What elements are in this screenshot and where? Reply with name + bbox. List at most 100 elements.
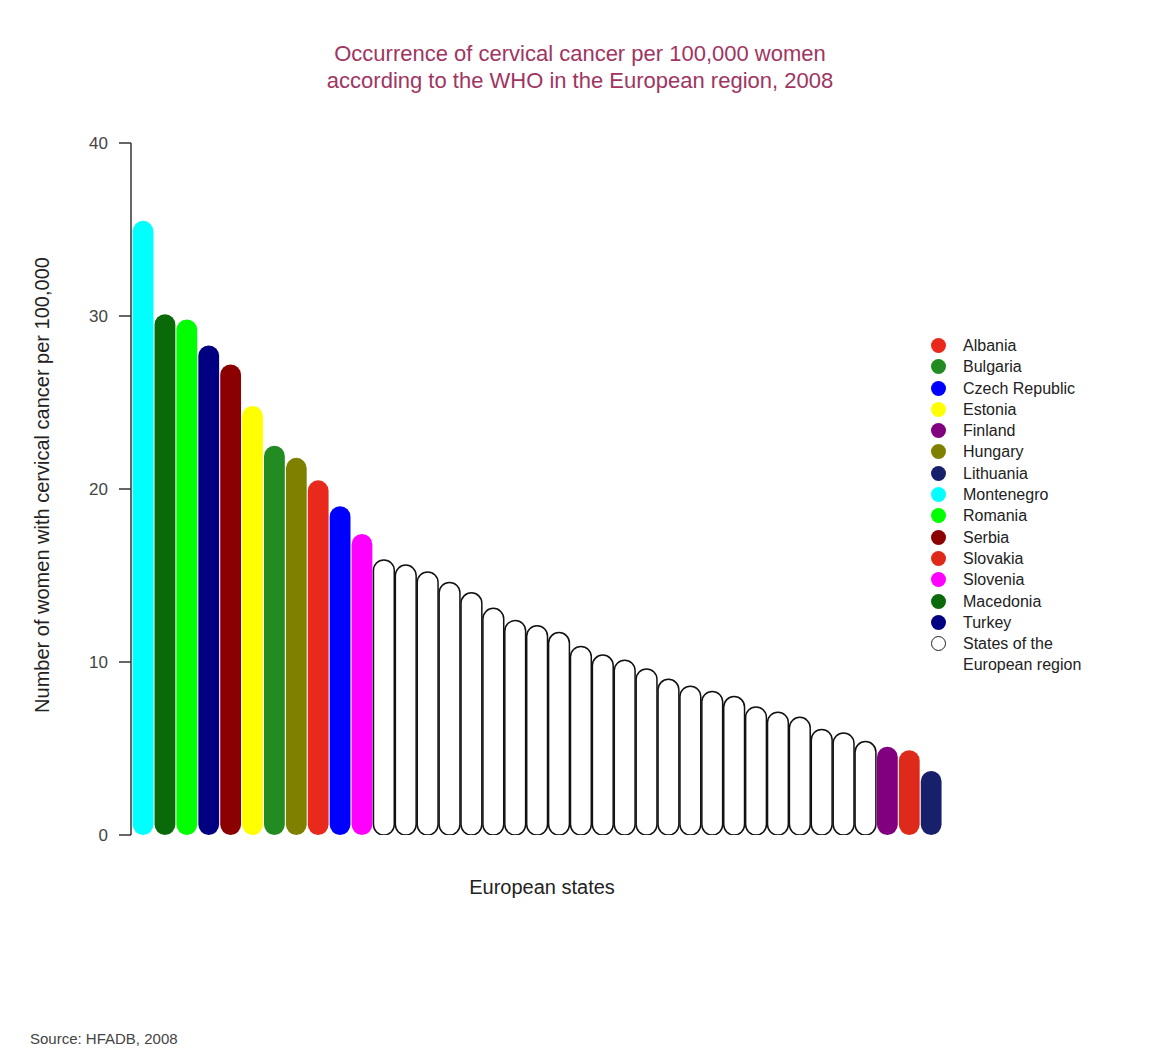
- bars: [133, 221, 942, 835]
- y-axis-label: Number of women with cervical cancer per…: [31, 257, 53, 713]
- legend-label: Hungary: [963, 441, 1088, 462]
- legend-marker: [931, 530, 946, 545]
- bar: [702, 691, 723, 835]
- bar: [264, 446, 285, 835]
- legend-entry: Lithuania: [931, 463, 1088, 484]
- legend-label: Slovakia: [963, 548, 1088, 569]
- bar: [483, 608, 504, 835]
- legend-marker: [931, 381, 946, 396]
- legend-marker: [931, 636, 946, 651]
- legend-marker: [931, 444, 946, 459]
- y-tick-label: 0: [99, 826, 108, 845]
- bar: [899, 750, 920, 835]
- bar: [768, 712, 789, 835]
- legend-entry: Romania: [931, 505, 1088, 526]
- bar: [461, 593, 482, 835]
- legend-marker: [931, 487, 946, 502]
- legend-label: Slovenia: [963, 569, 1088, 590]
- legend-label: Finland: [963, 420, 1088, 441]
- bar: [155, 314, 176, 835]
- legend-marker: [931, 615, 946, 630]
- legend-marker: [931, 572, 946, 587]
- legend-label: Bulgaria: [963, 356, 1088, 377]
- legend-marker: [931, 423, 946, 438]
- legend-label: Turkey: [963, 612, 1088, 633]
- legend-entry: Estonia: [931, 399, 1088, 420]
- bar: [658, 679, 679, 835]
- page: {"chart_data": { "type": "bar", "title":…: [0, 0, 1153, 1063]
- bar: [614, 660, 635, 835]
- bar: [242, 406, 263, 835]
- legend-marker: [931, 594, 946, 609]
- legend-entry: States of the European region: [931, 633, 1088, 676]
- bar: [855, 742, 876, 835]
- legend-marker: [931, 338, 946, 353]
- y-tick: [119, 661, 131, 663]
- legend-entry: Slovakia: [931, 548, 1088, 569]
- source: Source: HFADB, 2008: [30, 1030, 178, 1047]
- bar: [527, 626, 548, 835]
- legend-entry: Finland: [931, 420, 1088, 441]
- legend-label: Romania: [963, 505, 1088, 526]
- legend-marker: [931, 359, 946, 374]
- bar: [636, 669, 657, 835]
- bar: [330, 506, 351, 835]
- bar: [505, 620, 526, 835]
- legend-marker: [931, 508, 946, 523]
- bar: [286, 458, 307, 835]
- legend-entry: Slovenia: [931, 569, 1088, 590]
- bar: [133, 221, 154, 835]
- y-tick-label: 40: [89, 134, 108, 153]
- legend-label: Czech Republic: [963, 378, 1088, 399]
- legend-entry: Serbia: [931, 527, 1088, 548]
- bar: [811, 729, 832, 835]
- legend-label: Lithuania: [963, 463, 1088, 484]
- legend-marker: [931, 466, 946, 481]
- y-tick-label: 10: [89, 653, 108, 672]
- bar: [176, 319, 197, 835]
- legend-marker: [931, 402, 946, 417]
- y-tick-label: 20: [89, 480, 108, 499]
- title: Occurrence of cervical cancer per 100,00…: [334, 41, 826, 66]
- bar: [439, 582, 460, 835]
- legend-entry: Montenegro: [931, 484, 1088, 505]
- x-axis-label: European states: [469, 876, 615, 898]
- y-tick: [119, 315, 131, 317]
- bar: [549, 633, 570, 835]
- bar: [395, 565, 416, 835]
- bar: [220, 364, 241, 835]
- legend-label: Montenegro: [963, 484, 1088, 505]
- legend-label: Macedonia: [963, 591, 1088, 612]
- bar: [921, 771, 942, 835]
- bar: [877, 747, 898, 835]
- bar: [198, 345, 219, 835]
- y-tick: [119, 488, 131, 490]
- legend-label: Albania: [963, 335, 1088, 356]
- legend-label: Estonia: [963, 399, 1088, 420]
- bar: [373, 560, 394, 835]
- legend-entry: Czech Republic: [931, 378, 1088, 399]
- legend-entry: Bulgaria: [931, 356, 1088, 377]
- y-tick: [119, 834, 131, 836]
- bar: [833, 733, 854, 835]
- legend-marker: [931, 551, 946, 566]
- title: according to the WHO in the European reg…: [327, 68, 833, 93]
- bar: [352, 534, 373, 835]
- y-tick: [119, 142, 131, 144]
- bar: [592, 655, 613, 835]
- legend-label: Serbia: [963, 527, 1088, 548]
- bar: [724, 697, 745, 835]
- legend-entry: Turkey: [931, 612, 1088, 633]
- legend-entry: Albania: [931, 335, 1088, 356]
- legend: AlbaniaBulgariaCzech RepublicEstoniaFinl…: [931, 335, 1088, 676]
- legend-label: States of the European region: [963, 633, 1088, 676]
- y-tick-label: 30: [89, 307, 108, 326]
- bar: [570, 646, 591, 835]
- bar: [417, 572, 438, 835]
- bar: [680, 686, 701, 835]
- bar: [308, 480, 329, 835]
- legend-entry: Hungary: [931, 441, 1088, 462]
- bar: [746, 707, 767, 835]
- legend-entry: Macedonia: [931, 591, 1088, 612]
- bar: [789, 717, 810, 835]
